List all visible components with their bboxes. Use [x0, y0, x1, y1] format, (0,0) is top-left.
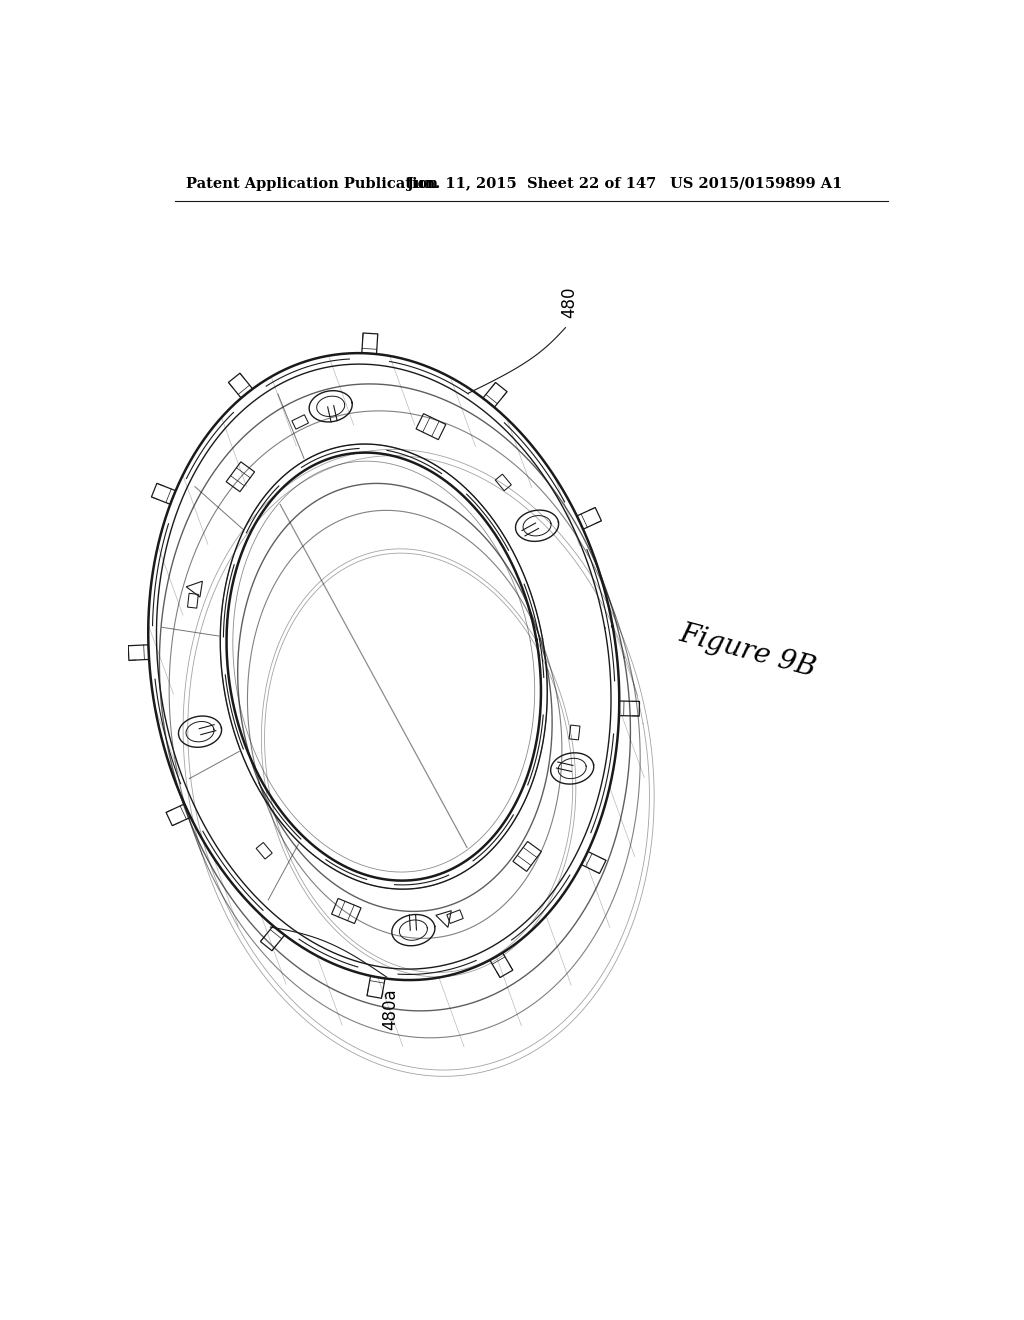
Text: Jun. 11, 2015  Sheet 22 of 147: Jun. 11, 2015 Sheet 22 of 147: [407, 177, 656, 191]
Text: 480: 480: [560, 286, 579, 318]
Text: Patent Application Publication: Patent Application Publication: [186, 177, 438, 191]
Text: 480a: 480a: [382, 989, 399, 1031]
Text: US 2015/0159899 A1: US 2015/0159899 A1: [671, 177, 843, 191]
Text: Figure 9B: Figure 9B: [677, 620, 819, 682]
